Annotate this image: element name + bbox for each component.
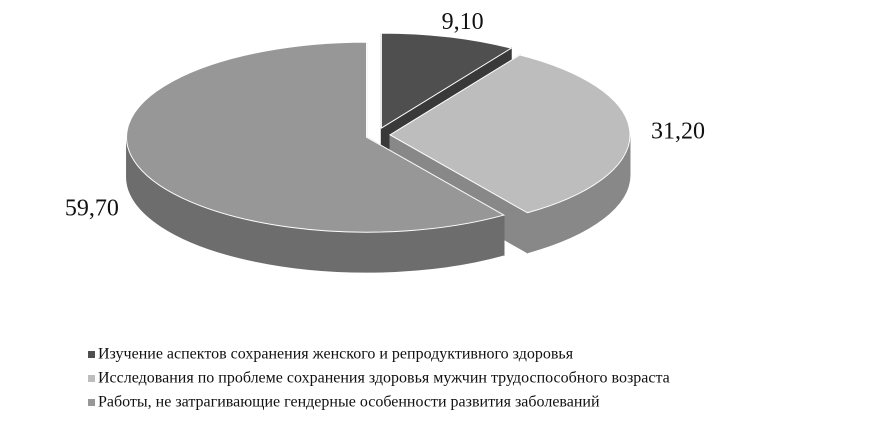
data-label: 31,20 xyxy=(651,118,705,144)
slice xyxy=(126,41,506,233)
legend-label: Изучение аспектов сохранения женского и … xyxy=(98,346,574,363)
legend-marker xyxy=(88,399,95,406)
slice xyxy=(380,32,513,129)
legend-label: Исследования по проблеме сохранения здор… xyxy=(98,370,670,387)
legend-marker xyxy=(88,351,95,358)
legend-label: Работы, не затрагивающие гендерные особе… xyxy=(98,394,600,411)
data-label: 59,70 xyxy=(65,195,119,221)
legend-marker xyxy=(88,375,95,382)
data-label: 9,10 xyxy=(442,9,484,35)
slice xyxy=(389,54,631,214)
